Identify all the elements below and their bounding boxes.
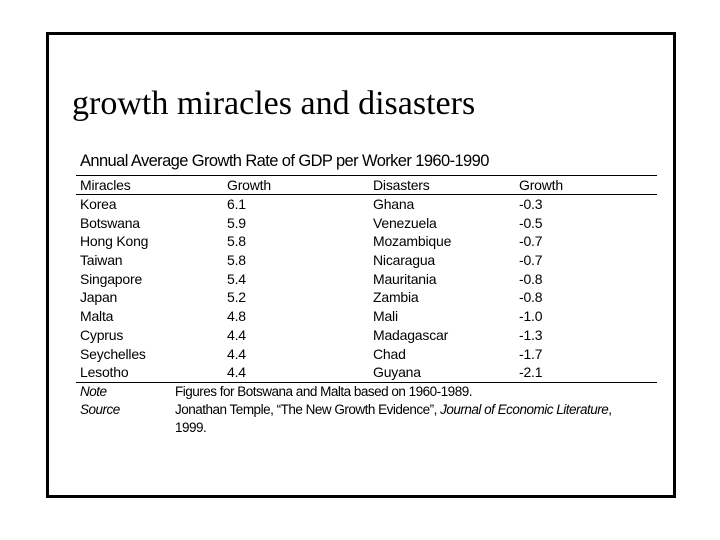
miracle-country: Cyprus	[80, 326, 124, 343]
miracle-country: Lesotho	[80, 364, 129, 381]
miracle-growth: 5.8	[227, 233, 246, 250]
disaster-growth: -0.8	[519, 270, 543, 287]
miracle-growth: 4.4	[227, 364, 246, 381]
miracle-country: Singapore	[80, 270, 143, 287]
miracle-country: Malta	[80, 308, 114, 325]
disaster-country: Nicaragua	[373, 252, 436, 269]
disaster-growth: -1.3	[519, 326, 543, 343]
slide-title: growth miracles and disasters	[72, 85, 476, 122]
table-caption: Annual Average Growth Rate of GDP per Wo…	[80, 152, 489, 170]
source-text: Jonathan Temple, “The New Growth Evidenc…	[175, 401, 612, 419]
disaster-growth: -1.7	[519, 345, 543, 362]
miracle-growth: 5.9	[227, 214, 246, 231]
miracle-country: Taiwan	[80, 252, 123, 269]
header-growth-miracles: Growth	[227, 177, 271, 193]
header-disasters: Disasters	[373, 177, 430, 193]
disaster-country: Venezuela	[373, 214, 437, 231]
disaster-country: Chad	[373, 345, 406, 362]
header-miracles: Miracles	[80, 177, 131, 193]
disaster-growth: -0.8	[519, 289, 543, 306]
miracle-country: Japan	[80, 289, 118, 306]
miracle-growth: 6.1	[227, 196, 246, 212]
disaster-growth: -1.0	[519, 308, 543, 325]
miracle-growth: 5.2	[227, 289, 246, 306]
table-bottom-rule	[76, 382, 657, 383]
miracle-country: Korea	[80, 196, 117, 212]
disaster-country: Ghana	[373, 196, 415, 212]
source-prefix: Jonathan Temple, “The New Growth Evidenc…	[175, 402, 441, 417]
disaster-growth: -2.1	[519, 364, 543, 381]
header-growth-disasters: Growth	[519, 177, 563, 193]
disaster-country: Madagascar	[373, 326, 449, 343]
disaster-country: Mozambique	[373, 233, 452, 250]
note-text: Figures for Botswana and Malta based on …	[175, 384, 472, 399]
miracle-country: Hong Kong	[80, 233, 149, 250]
disaster-growth: -0.3	[519, 196, 543, 212]
disaster-growth: -0.7	[519, 252, 543, 269]
disaster-country: Mali	[373, 308, 398, 325]
table-top-rule	[76, 175, 657, 176]
source-label: Source	[80, 402, 120, 417]
disaster-growth: -0.5	[519, 214, 543, 231]
disaster-country: Zambia	[373, 289, 419, 306]
miracle-country: Seychelles	[80, 345, 146, 362]
note-label: Note	[80, 384, 107, 399]
disaster-growth: -0.7	[519, 233, 543, 250]
miracle-growth: 4.8	[227, 308, 246, 325]
slide-frame	[46, 32, 676, 498]
table-header-rule	[76, 194, 657, 195]
miracle-country: Botswana	[80, 214, 140, 231]
disaster-country: Guyana	[373, 364, 421, 381]
miracle-growth: 5.4	[227, 270, 246, 287]
source-journal: Journal of Economic Literature	[440, 402, 609, 417]
disaster-country: Mauritania	[373, 270, 437, 287]
miracle-growth: 4.4	[227, 326, 246, 343]
miracle-growth: 4.4	[227, 345, 246, 362]
source-suffix: ,	[608, 402, 612, 417]
miracle-growth: 5.8	[227, 252, 246, 269]
source-year: 1999.	[175, 420, 207, 435]
